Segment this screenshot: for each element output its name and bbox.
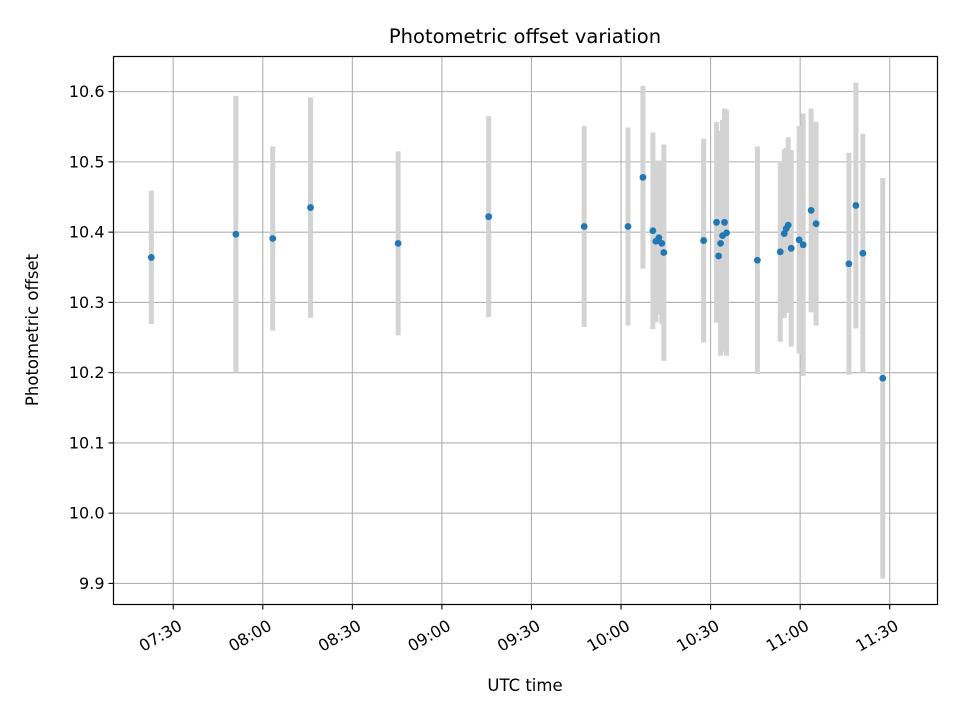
data-point xyxy=(307,204,314,211)
data-point xyxy=(717,239,724,247)
data-point xyxy=(795,236,803,244)
data-point xyxy=(787,244,795,252)
x-tick-label: 08:00 xyxy=(225,616,274,656)
data-point xyxy=(485,213,493,221)
y-axis-ticks: 9.9 10.0 10.1 10.2 10.3 10.4 10.5 10.6 xyxy=(69,82,114,593)
error-bars xyxy=(148,82,886,579)
data-point xyxy=(658,239,666,247)
data-point xyxy=(723,229,730,237)
y-tick-label: 10.1 xyxy=(69,433,105,452)
x-tick-label: 10:30 xyxy=(673,616,722,656)
data-point xyxy=(655,234,663,242)
data-point xyxy=(753,256,761,264)
data-point xyxy=(639,173,647,181)
data-point xyxy=(624,223,632,230)
data-point xyxy=(580,223,588,230)
data-point xyxy=(713,218,720,226)
data-point xyxy=(232,230,240,238)
data-point xyxy=(859,249,867,257)
x-tick-label: 09:30 xyxy=(494,616,543,656)
data-point xyxy=(879,374,887,382)
data-points xyxy=(147,173,887,382)
data-point xyxy=(649,227,657,235)
x-tick-label: 11:00 xyxy=(763,616,812,656)
x-tick-label: 09:00 xyxy=(404,616,453,656)
chart-title: Photometric offset variation xyxy=(389,25,661,48)
x-tick-label: 07:30 xyxy=(136,616,185,656)
x-axis-title: UTC time xyxy=(487,676,562,695)
data-point xyxy=(394,239,402,247)
y-tick-label: 9.9 xyxy=(79,574,104,593)
data-point xyxy=(776,248,784,256)
plot-area-frame xyxy=(112,55,939,606)
y-tick-label: 10.0 xyxy=(69,504,105,523)
y-tick-label: 10.2 xyxy=(69,363,105,382)
x-tick-label: 08:30 xyxy=(315,616,364,656)
y-axis-title: Photometric offset xyxy=(23,253,42,406)
data-point xyxy=(784,221,792,229)
y-tick-label: 10.5 xyxy=(69,152,105,171)
y-tick-label: 10.6 xyxy=(69,82,105,101)
data-point xyxy=(660,249,668,256)
y-tick-label: 10.3 xyxy=(69,293,105,312)
data-point xyxy=(700,237,708,244)
data-point xyxy=(852,202,860,209)
data-point xyxy=(799,241,807,249)
data-point xyxy=(715,252,722,260)
data-point xyxy=(807,206,815,214)
data-point xyxy=(147,254,155,261)
data-point xyxy=(269,235,277,242)
x-tick-label: 11:30 xyxy=(852,616,901,656)
data-point xyxy=(812,220,820,228)
data-point xyxy=(721,218,728,226)
data-point xyxy=(845,260,853,268)
x-tick-label: 10:00 xyxy=(584,616,633,656)
x-axis-ticks: 07:30 08:00 08:30 09:00 09:30 10:00 10:30 11:00… xyxy=(136,604,902,656)
y-tick-label: 10.4 xyxy=(69,223,105,242)
